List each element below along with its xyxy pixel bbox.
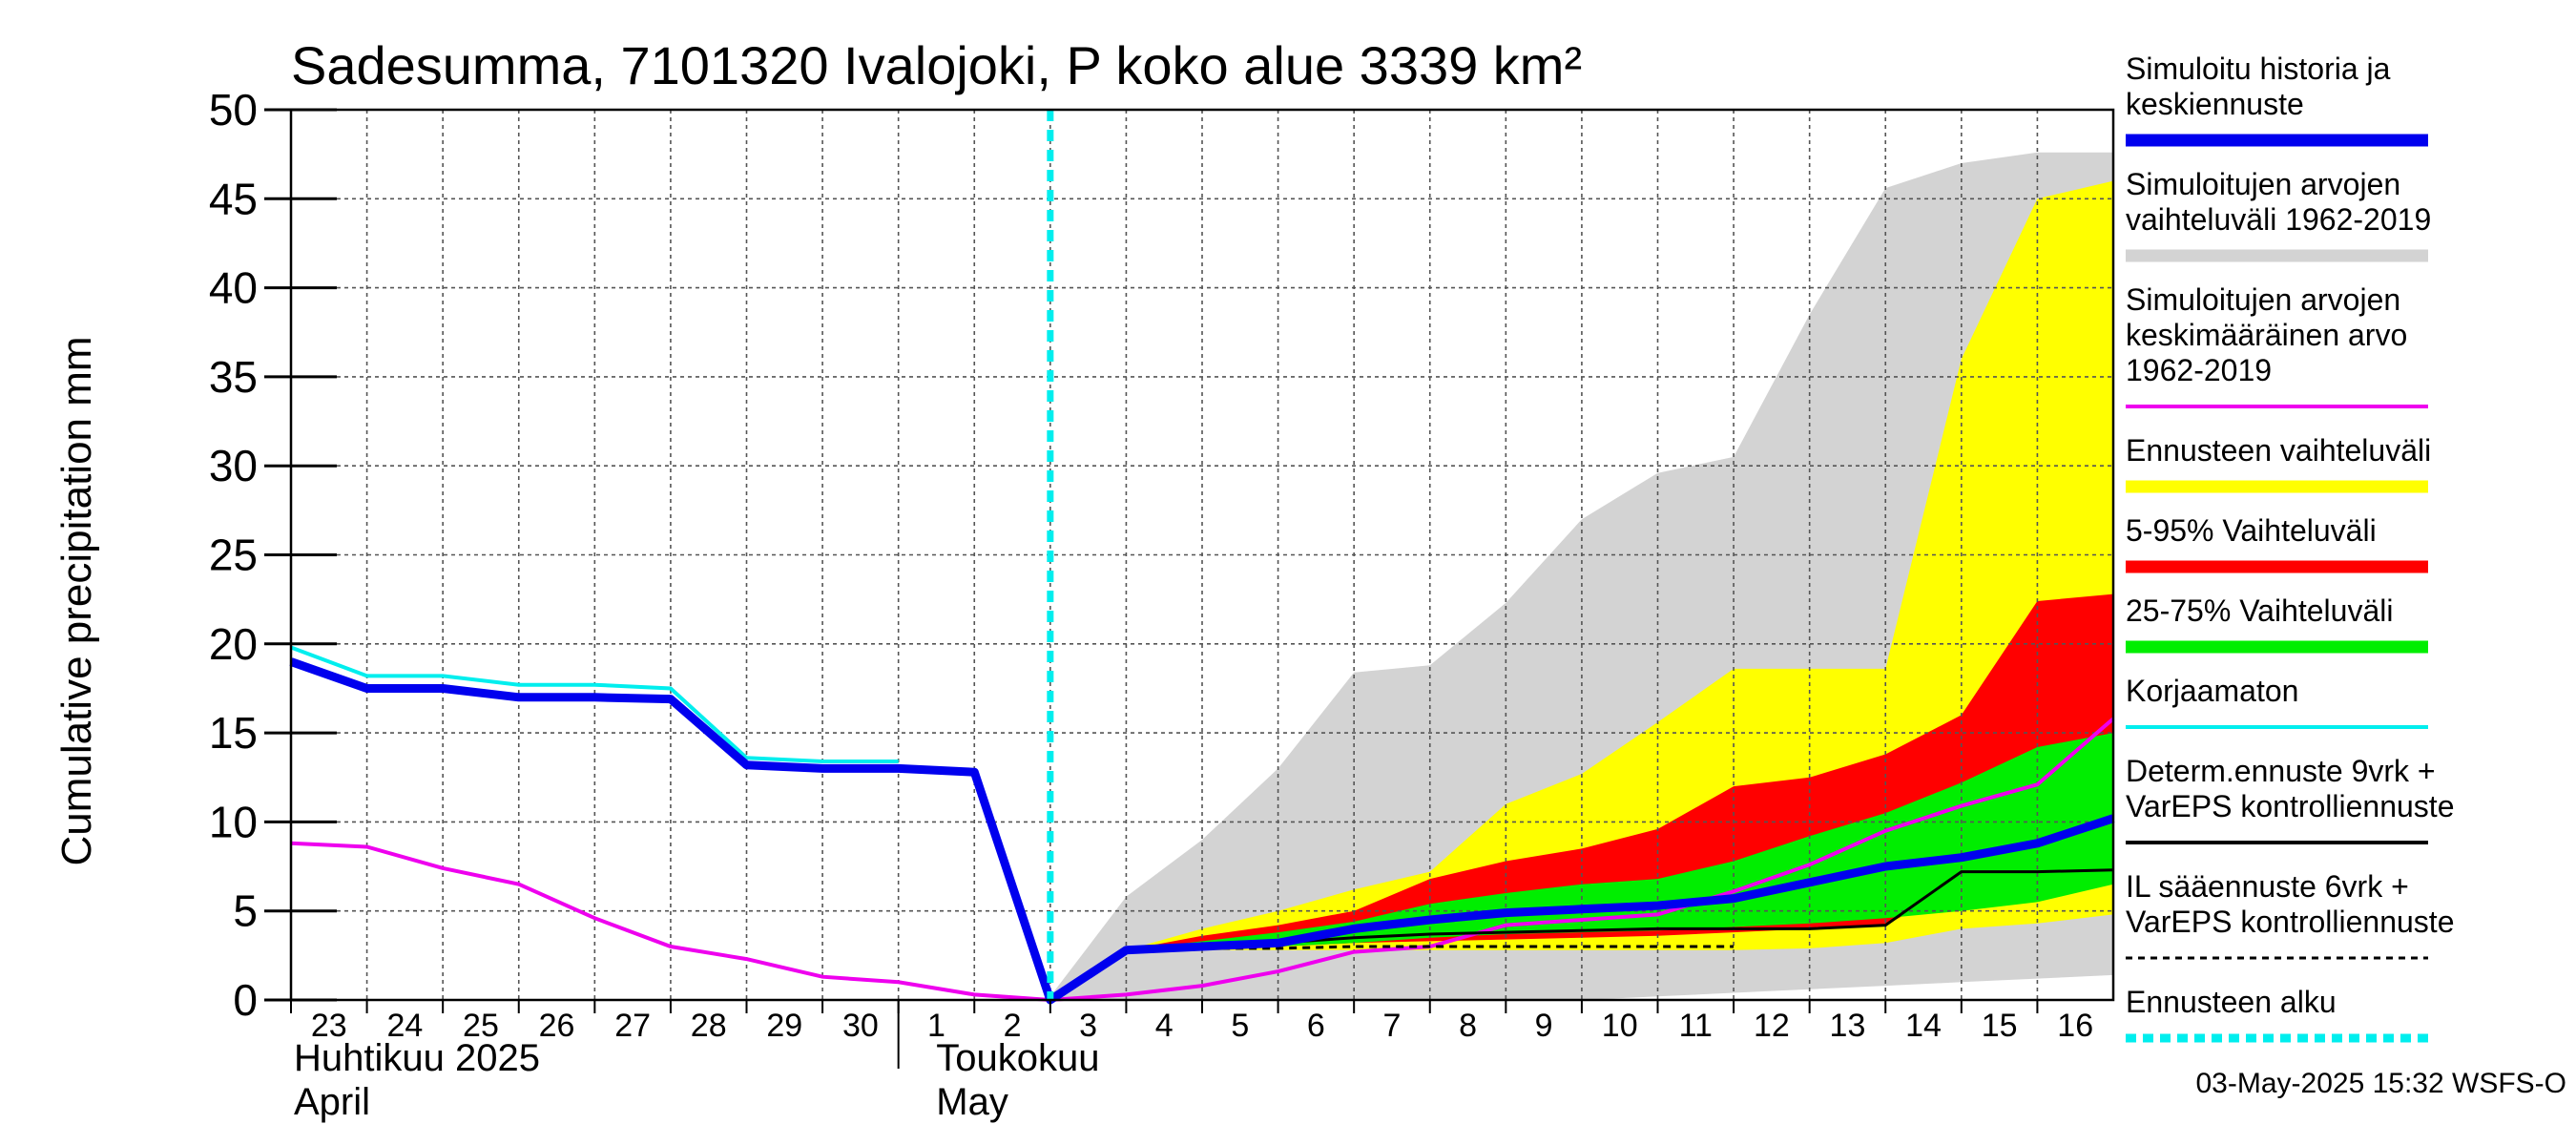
legend-entry-label: Determ.ennuste 9vrk + [2126,754,2436,788]
y-tick-label: 50 [209,85,258,135]
y-tick-label: 5 [233,886,258,936]
legend-entry: IL sääennuste 6vrk + VarEPS kontrollienn… [2126,869,2454,960]
legend: Simuloitu historia jakeskiennusteSimuloi… [2126,52,2454,1043]
legend-entry-label: keskimääräinen arvo [2126,318,2407,352]
legend-entry: 25-75% Vaihteluväli [2126,593,2428,654]
legend-entry: Ennusteen alku [2126,985,2428,1043]
series-line-uncorrected [290,645,899,763]
month-label: Huhtikuu 2025 [294,1037,540,1079]
x-tick-label: 26 [539,1008,575,1044]
month-label-english: April [294,1081,370,1123]
x-tick-label: 29 [766,1008,802,1044]
x-tick-label: 23 [311,1008,347,1044]
legend-entry-label: Simuloitujen arvojen [2126,282,2400,317]
legend-entry-label: 5-95% Vaihteluväli [2126,513,2377,548]
legend-entry: Determ.ennuste 9vrk +VarEPS kontrollienn… [2126,754,2454,844]
x-tick-label: 13 [1830,1008,1866,1044]
series-line-climatology-mean [290,717,2115,1003]
y-tick-label: 35 [209,352,258,402]
legend-entry-label: Simuloitu historia ja [2126,52,2391,86]
x-tick-label: 11 [1679,1008,1713,1044]
x-tick-label: 10 [1602,1008,1638,1044]
legend-entry-label: keskiennuste [2126,87,2304,121]
x-tick-label: 30 [842,1008,879,1044]
y-tick-label: 0 [233,975,258,1025]
legend-entry-label: Simuloitujen arvojen [2126,167,2400,201]
legend-entry: Korjaamaton [2126,674,2428,729]
x-tick-label: 2 [1004,1008,1022,1044]
x-tick-label: 3 [1079,1008,1097,1044]
x-tick-label: 14 [1905,1008,1942,1044]
y-tick-label: 45 [209,174,258,223]
x-tick-label: 4 [1155,1008,1174,1044]
x-tick-label: 1 [927,1008,945,1044]
y-tick-label: 25 [209,531,258,580]
x-tick-label: 15 [1982,1008,2018,1044]
legend-entry-label: VarEPS kontrolliennuste [2126,905,2454,939]
series-line-simulated-history [289,657,2115,1005]
legend-entry-label: Korjaamaton [2126,674,2298,708]
legend-entry-label: VarEPS kontrolliennuste [2126,789,2454,823]
legend-entry-label: Ennusteen vaihteluväli [2126,433,2431,468]
legend-entry: Ennusteen vaihteluväli [2126,433,2431,493]
footer-timestamp: 03-May-2025 15:32 WSFS-O [2196,1068,2567,1099]
legend-entry-label: Ennusteen alku [2126,985,2337,1019]
legend-entry-label: 25-75% Vaihteluväli [2126,593,2393,628]
x-tick-label: 5 [1231,1008,1249,1044]
x-tick-label: 16 [2057,1008,2093,1044]
legend-entry: 5-95% Vaihteluväli [2126,513,2428,573]
chart-title: Sadesumma, 7101320 Ivalojoki, P koko alu… [291,35,1582,95]
legend-entry-label: 1962-2019 [2126,353,2272,387]
x-tick-label: 24 [386,1008,423,1044]
x-tick-label: 6 [1307,1008,1325,1044]
x-tick-label: 27 [614,1008,651,1044]
x-tick-label: 8 [1459,1008,1477,1044]
month-label: Toukokuu [936,1037,1099,1079]
legend-entry-label: IL sääennuste 6vrk + [2126,869,2409,904]
x-tick-label: 28 [691,1008,727,1044]
x-tick-label: 7 [1382,1008,1401,1044]
y-tick-label: 30 [209,441,258,490]
month-label-english: May [936,1081,1008,1123]
legend-entry-label: vaihteluväli 1962-2019 [2126,202,2431,237]
x-tick-label: 12 [1754,1008,1790,1044]
y-tick-label: 40 [209,263,258,313]
y-tick-label: 10 [209,797,258,846]
x-tick-label: 9 [1535,1008,1553,1044]
y-tick-label: 15 [209,708,258,758]
y-tick-label: 20 [209,619,258,669]
x-tick-label: 25 [463,1008,499,1044]
y-axis-label: Cumulative precipitation mm [53,336,100,865]
